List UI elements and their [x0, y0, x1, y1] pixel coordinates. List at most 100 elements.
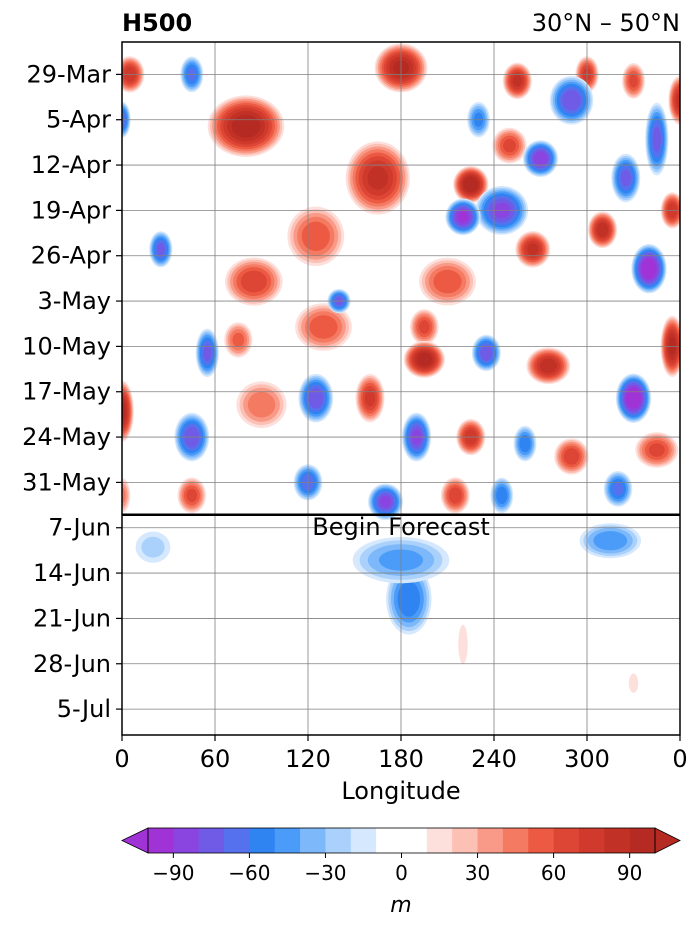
contour-blob-8	[562, 90, 581, 111]
colorbar-label: m	[390, 893, 411, 918]
x-tick-label-5: 300	[564, 745, 610, 773]
chart-title: H500	[122, 9, 192, 37]
x-tick-label-2: 120	[285, 745, 331, 773]
y-tick-label-8: 24-May	[22, 423, 111, 451]
contour-blob-40	[122, 401, 126, 421]
colorbar-segment-10	[426, 828, 453, 853]
colorbar-segment-9	[376, 828, 428, 853]
contour-blob-42	[247, 391, 276, 418]
contour-blob-38	[308, 387, 324, 409]
contour-blob-16	[457, 211, 469, 223]
contour-blob-9	[652, 126, 661, 152]
contour-blob-50	[448, 487, 462, 504]
contour-blob-7	[676, 92, 680, 109]
colorbar-segment-11	[452, 828, 478, 853]
contour-blob-27	[309, 315, 338, 339]
colorbar-tick-label-1: −60	[228, 861, 270, 885]
contour-blob-45	[519, 434, 531, 453]
contour-blob-46	[563, 448, 580, 465]
contour-blob-13	[367, 166, 389, 190]
contour-blob-34	[416, 352, 432, 367]
x-tick-label-6: 0	[672, 745, 687, 773]
y-tick-label-7: 17-May	[22, 378, 111, 406]
contour-blob-33	[232, 332, 245, 348]
contour-blob-0	[231, 114, 261, 138]
colorbar-tick-label-4: 30	[465, 861, 490, 885]
grid-lines	[121, 42, 681, 735]
contour-blob-24	[156, 243, 165, 256]
contour-blob-6	[629, 74, 638, 88]
contour-field	[122, 43, 696, 693]
contour-blob-18	[620, 169, 631, 187]
colorbar-segment-4	[249, 828, 276, 853]
y-tick-label-4: 26-Apr	[31, 242, 111, 270]
contour-blob-36	[539, 358, 557, 374]
y-tick-label-13: 28-Jun	[33, 650, 111, 678]
colorbar-extend-high	[654, 827, 681, 854]
contour-blob-23	[681, 236, 695, 275]
contour-blob-35	[480, 345, 493, 361]
contour-blob-22	[643, 261, 655, 276]
y-tick-label-14: 5-Jul	[57, 695, 111, 723]
colorbar-extend-low	[121, 827, 149, 854]
colorbar-segment-13	[502, 828, 529, 853]
contour-blob-47	[648, 443, 665, 457]
colorbar-segment-6	[300, 828, 326, 853]
colorbar-segment-0	[148, 828, 174, 853]
y-tick-label-0: 29-Mar	[27, 60, 112, 88]
y-tick-label-6: 10-May	[22, 332, 111, 360]
y-tick-label-9: 31-May	[22, 468, 111, 496]
contour-blob-39	[365, 389, 375, 407]
colorbar-segment-16	[578, 828, 605, 853]
y-axis: 29-Mar 5-Apr 12-Apr 19-Apr 26-Apr 3-May 10-May…	[22, 60, 122, 723]
colorbar-ticks: −90 −60 −30 0 30 60 90	[152, 853, 642, 885]
contour-blob-53	[122, 487, 126, 504]
contour-blob-55	[397, 581, 421, 617]
contour-blob-51	[612, 482, 624, 496]
colorbar	[121, 827, 681, 854]
contour-blob-37	[628, 391, 639, 406]
contour-blob-30	[419, 320, 430, 334]
x-tick-label-4: 240	[471, 745, 517, 773]
colorbar-tick-label-5: 60	[541, 861, 566, 885]
contour-blob-60	[628, 673, 639, 693]
contour-blob-25	[301, 221, 330, 251]
contour-blob-17	[533, 151, 548, 166]
colorbar-segment-5	[274, 828, 301, 853]
colorbar-segment-2	[198, 828, 225, 853]
contour-blob-58	[141, 536, 165, 558]
x-axis-label: Longitude	[341, 777, 460, 805]
colorbar-tick-label-6: 90	[617, 861, 642, 885]
x-tick-label-1: 60	[200, 745, 231, 773]
contour-blob-32	[203, 344, 212, 362]
colorbar-segment-17	[604, 828, 630, 853]
contour-blob-23	[679, 245, 680, 266]
y-tick-label-1: 5-Apr	[46, 106, 111, 134]
forecast-annotation: Begin Forecast	[312, 513, 490, 541]
contour-blob-23	[680, 234, 696, 278]
contour-blob-54	[496, 486, 508, 505]
y-tick-label-2: 12-Apr	[31, 151, 111, 179]
colorbar-segment-3	[224, 828, 250, 853]
contour-blob-49	[379, 495, 392, 508]
contour-blob-23	[685, 247, 691, 265]
colorbar-segment-1	[173, 828, 199, 853]
y-tick-label-3: 19-Apr	[31, 196, 111, 224]
colorbar-segment-14	[528, 828, 554, 853]
contour-blob-21	[527, 243, 539, 256]
x-tick-label-0: 0	[114, 745, 129, 773]
colorbar-segment-8	[350, 828, 377, 853]
colorbar-segment-15	[553, 828, 580, 853]
contour-blob-20	[596, 222, 609, 238]
colorbar-tick-label-0: −90	[152, 861, 194, 885]
contour-blob-57	[593, 531, 628, 551]
colorbar-segment-7	[325, 828, 352, 853]
contour-blob-14	[465, 179, 476, 190]
colorbar-segment-12	[477, 828, 504, 853]
x-axis: 0 60 120 180 240 300 0	[114, 735, 688, 773]
contour-blob-28	[433, 269, 462, 294]
region-label: 30°N – 50°N	[532, 9, 680, 37]
y-tick-label-12: 21-Jun	[33, 604, 111, 632]
contour-blob-12	[503, 138, 516, 153]
